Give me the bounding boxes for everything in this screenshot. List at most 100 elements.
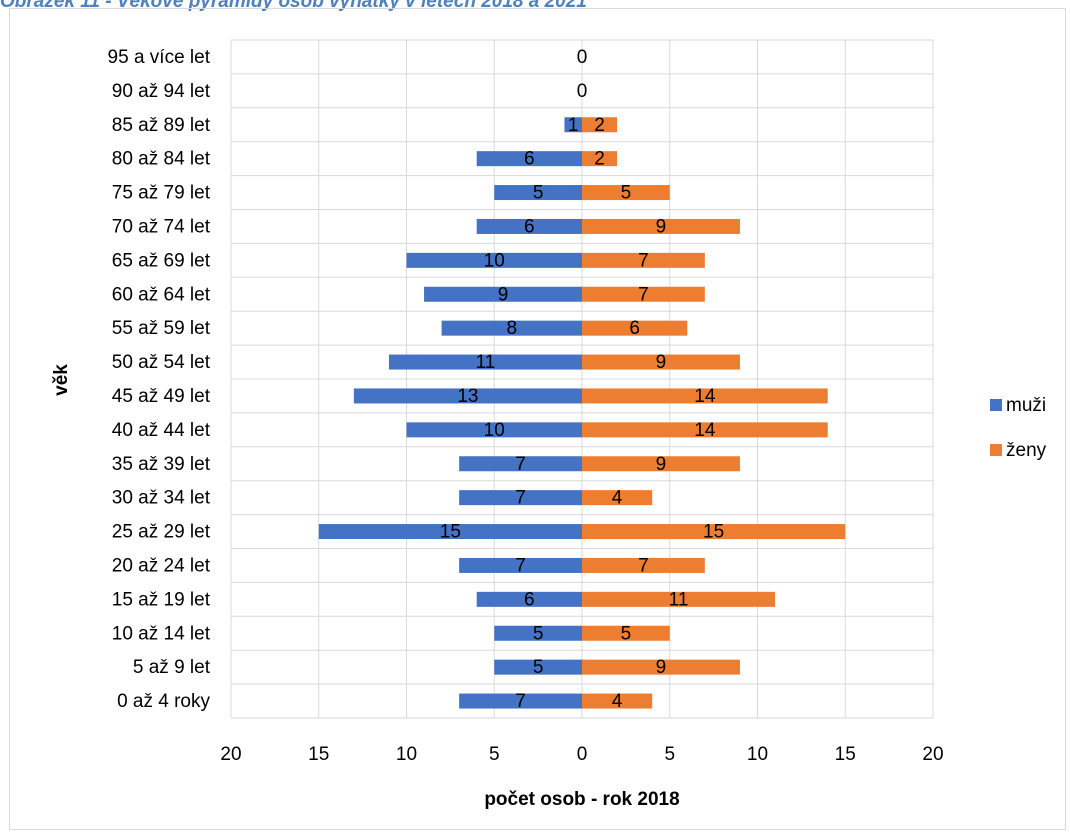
category-label: 40 až 44 let <box>112 420 211 441</box>
data-label-zeny: 7 <box>638 250 649 271</box>
category-label: 25 až 29 let <box>112 522 211 543</box>
x-tick-label: 10 <box>396 744 417 765</box>
x-tick-label: 15 <box>835 744 856 765</box>
data-label-zeny: 4 <box>612 488 623 509</box>
bar-zeny <box>582 252 705 268</box>
legend-label: muži <box>1006 395 1046 416</box>
data-label-zeny: 11 <box>669 589 689 610</box>
bar-zeny <box>582 354 740 370</box>
bar-zeny <box>582 625 670 641</box>
category-label: 35 až 39 let <box>112 454 211 475</box>
data-label-zeny: 15 <box>703 522 724 543</box>
category-label: 30 až 34 let <box>112 488 211 509</box>
data-label-muzi: 6 <box>524 216 535 237</box>
category-label: 0 až 4 roky <box>117 691 210 712</box>
bar-muzi <box>406 422 582 438</box>
data-label-zeny: 9 <box>656 216 667 237</box>
bar-zeny <box>582 151 618 167</box>
category-label: 45 až 49 let <box>112 386 211 407</box>
chart-frame <box>9 8 1066 830</box>
data-label-zeny: 7 <box>638 284 649 305</box>
data-label: 0 <box>577 81 588 102</box>
data-label-zeny: 9 <box>656 454 667 475</box>
data-label-zeny: 14 <box>694 420 716 441</box>
data-label-muzi: 6 <box>524 589 535 610</box>
bar-zeny <box>582 524 846 540</box>
bar-muzi <box>494 185 582 201</box>
data-label-muzi: 11 <box>476 352 496 373</box>
legend: muži ženy <box>990 395 1047 461</box>
data-label-muzi: 13 <box>457 386 478 407</box>
category-label: 50 až 54 let <box>112 352 211 373</box>
data-label-muzi: 9 <box>498 284 509 305</box>
bar-muzi <box>441 320 582 336</box>
bar-muzi <box>406 252 582 268</box>
legend-swatch <box>990 399 1002 411</box>
figure-caption: Obrázek 11 - Věkové pyramidy osob vyňatk… <box>0 0 587 12</box>
bar-zeny <box>582 490 653 506</box>
category-label: 55 až 59 let <box>112 318 211 339</box>
bar-zeny <box>582 557 705 573</box>
data-label-muzi: 5 <box>533 623 544 644</box>
bar-muzi <box>459 557 582 573</box>
bar-zeny <box>582 388 828 404</box>
data-label-muzi: 5 <box>533 183 544 204</box>
data-label-zeny: 5 <box>621 623 632 644</box>
x-tick-label: 10 <box>747 744 768 765</box>
data-label-muzi: 7 <box>515 691 526 712</box>
bar-muzi <box>476 218 582 234</box>
data-label-zeny: 4 <box>612 691 623 712</box>
bar-muzi <box>494 659 582 675</box>
bar-zeny <box>582 659 740 675</box>
category-label: 80 až 84 let <box>112 149 211 170</box>
data-label-muzi: 6 <box>524 149 535 170</box>
bar-muzi <box>494 625 582 641</box>
data-label-zeny: 5 <box>621 183 632 204</box>
bar-zeny <box>582 422 828 438</box>
category-label: 90 až 94 let <box>112 81 211 102</box>
data-label-muzi: 7 <box>515 454 526 475</box>
x-tick-label: 5 <box>489 744 500 765</box>
category-label: 75 až 79 let <box>112 183 211 204</box>
category-label: 95 a více let <box>108 47 211 68</box>
bar-muzi <box>459 693 582 709</box>
data-label-zeny: 6 <box>629 318 640 339</box>
data-label-zeny: 14 <box>694 386 716 407</box>
data-label-zeny: 7 <box>638 555 649 576</box>
bar-zeny <box>582 117 618 133</box>
legend-swatch <box>990 444 1002 456</box>
x-tick-label: 15 <box>308 744 329 765</box>
bar-zeny <box>582 185 670 201</box>
data-label-zeny: 2 <box>594 149 605 170</box>
category-label: 65 až 69 let <box>112 250 211 271</box>
x-tick-label: 20 <box>922 744 943 765</box>
category-label: 85 až 89 let <box>112 115 211 136</box>
category-label: 15 až 19 let <box>112 589 211 610</box>
x-axis-title: počet osob - rok 2018 <box>484 789 679 810</box>
category-label: 20 až 24 let <box>112 555 211 576</box>
bar-muzi <box>459 456 582 472</box>
data-label-muzi: 15 <box>440 522 461 543</box>
category-label: 60 až 64 let <box>112 284 211 305</box>
gridlines <box>230 39 934 719</box>
bar-muzi <box>388 354 582 370</box>
bar-muzi <box>459 490 582 506</box>
bar-muzi <box>424 286 582 302</box>
bar-zeny <box>582 286 705 302</box>
legend-label: ženy <box>1006 440 1047 461</box>
bar-zeny <box>582 218 740 234</box>
bar-muzi <box>476 591 582 607</box>
data-label: 0 <box>577 47 588 68</box>
bar-zeny <box>582 456 740 472</box>
data-label-zeny: 2 <box>594 115 605 136</box>
category-label: 10 až 14 let <box>112 623 211 644</box>
x-tick-labels: 20 15 10 5 0 5 10 15 20 <box>220 744 943 765</box>
data-label-muzi: 10 <box>484 420 505 441</box>
data-label-muzi: 10 <box>484 250 505 271</box>
bar-zeny <box>582 591 776 607</box>
data-label-zeny: 9 <box>656 657 667 678</box>
data-label-zeny: 9 <box>656 352 667 373</box>
bar-muzi <box>353 388 582 404</box>
